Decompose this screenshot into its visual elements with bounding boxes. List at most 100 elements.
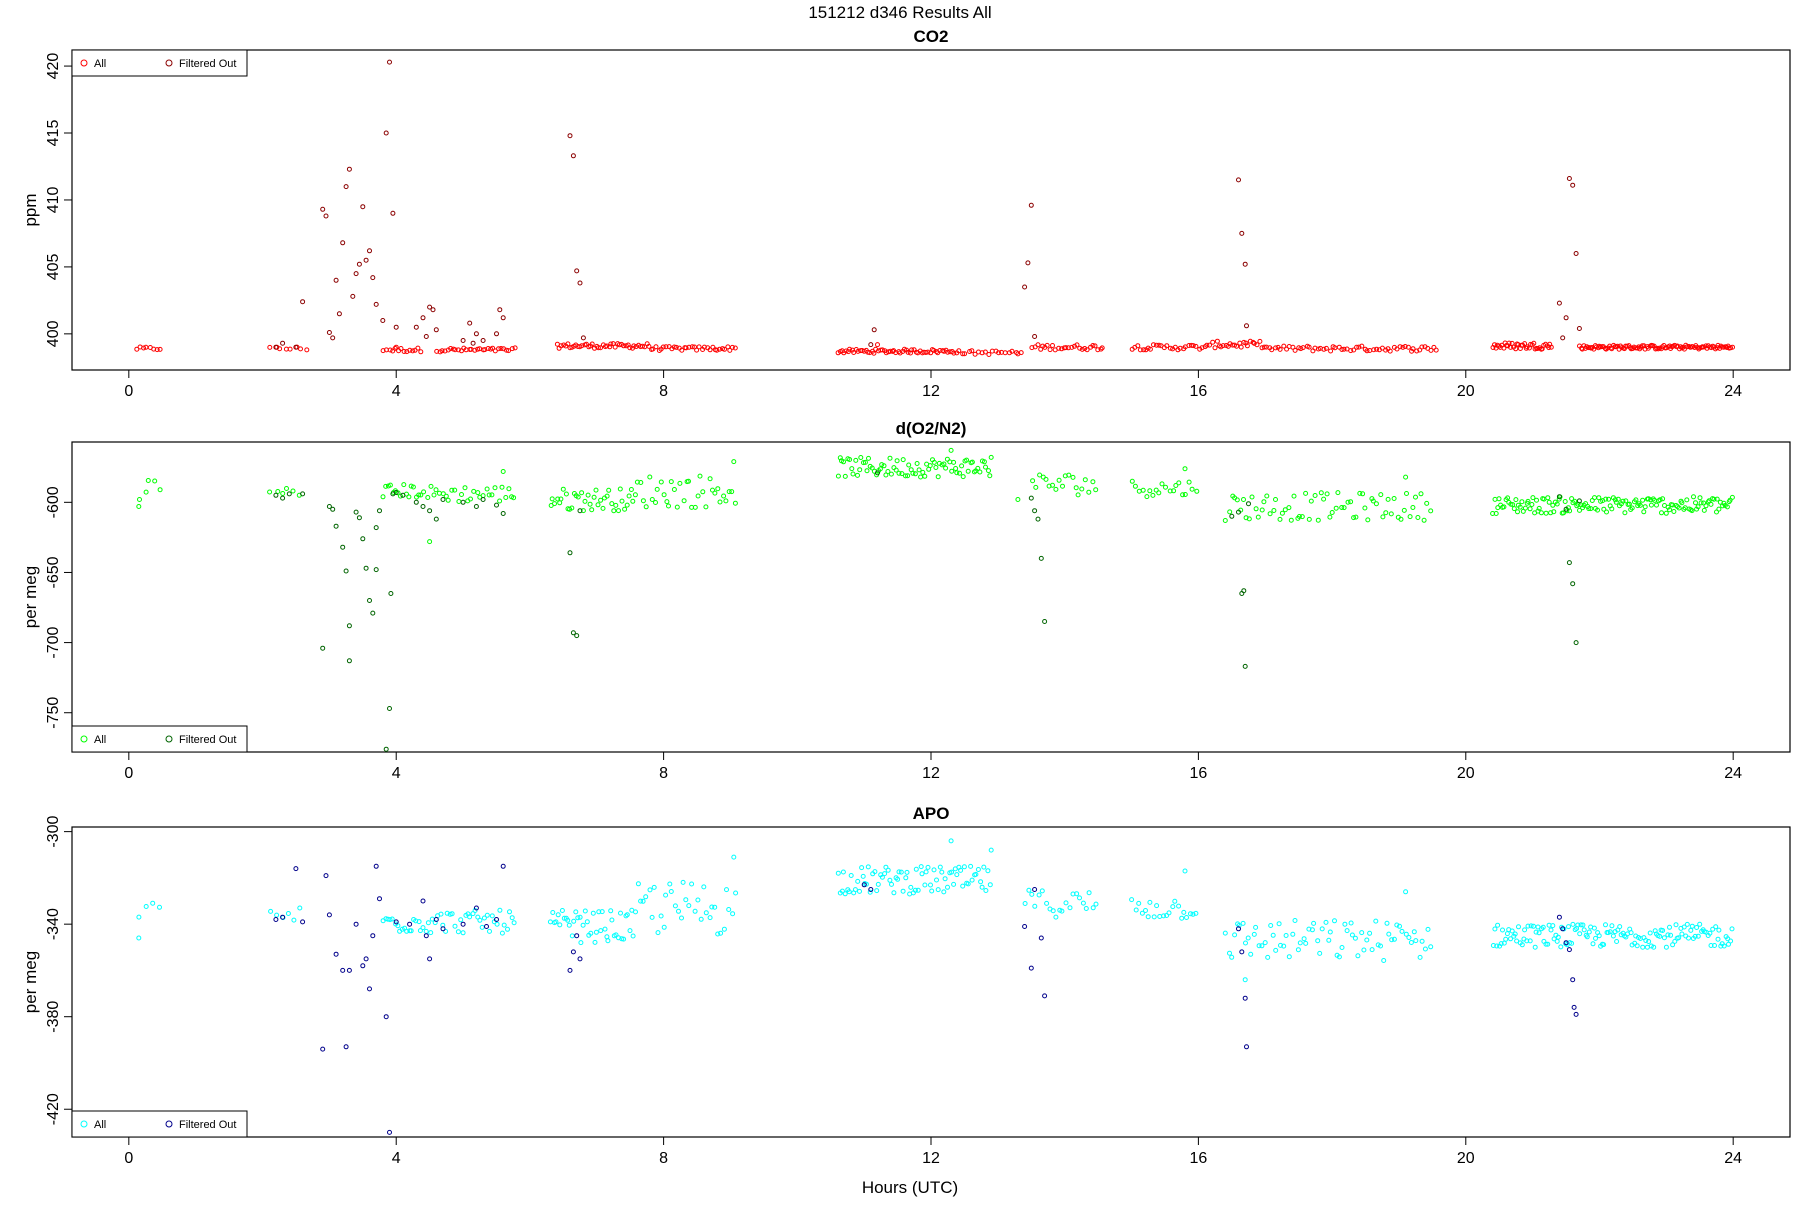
data-point <box>1694 925 1700 930</box>
data-point <box>1556 496 1562 502</box>
data-point <box>1056 345 1062 351</box>
data-point <box>268 908 274 914</box>
x-tick-label: 24 <box>1724 383 1742 400</box>
data-point <box>1093 487 1099 493</box>
y-axis-label: per meg <box>21 951 40 1013</box>
data-point <box>593 487 599 493</box>
data-point <box>1356 344 1362 350</box>
data-point <box>1572 498 1578 504</box>
data-point <box>360 536 366 542</box>
data-point <box>428 930 434 936</box>
data-point <box>619 498 625 504</box>
data-point <box>598 345 603 351</box>
data-point <box>1708 501 1714 507</box>
data-point <box>452 487 458 493</box>
data-point <box>320 645 326 651</box>
data-point <box>915 887 921 893</box>
legend-marker <box>165 735 173 743</box>
data-point <box>937 864 943 870</box>
data-point <box>380 348 386 354</box>
data-point <box>1676 505 1682 511</box>
data-point <box>1033 484 1039 490</box>
data-point <box>1428 508 1434 514</box>
data-point <box>1240 920 1246 926</box>
data-point <box>1550 502 1556 508</box>
data-point <box>157 904 162 910</box>
data-point <box>1144 494 1150 500</box>
data-point <box>1373 501 1379 507</box>
data-point <box>960 883 966 889</box>
data-point <box>893 467 899 473</box>
data-point <box>885 469 891 474</box>
data-point <box>595 345 601 351</box>
data-point <box>1133 907 1139 913</box>
data-point <box>1059 346 1065 352</box>
data-point <box>1267 511 1273 517</box>
data-point <box>649 497 655 502</box>
data-point <box>677 480 683 486</box>
data-point <box>1245 935 1251 941</box>
data-point <box>733 890 739 896</box>
data-point <box>1243 940 1248 946</box>
data-point <box>145 478 151 483</box>
data-point <box>726 489 732 495</box>
data-point <box>1099 345 1105 351</box>
data-point <box>1647 930 1653 936</box>
data-point <box>470 340 476 346</box>
data-point <box>717 346 723 352</box>
data-point <box>1241 497 1246 502</box>
data-point <box>346 658 352 664</box>
data-point <box>353 509 359 515</box>
data-point <box>1424 500 1430 506</box>
data-point <box>1595 507 1600 513</box>
data-point <box>1025 260 1031 266</box>
panel-1: CO2 ppm 0 4 8 12 16 20 24 400 405 410 415 420 All Filte… <box>21 27 1791 400</box>
data-point <box>1545 495 1551 501</box>
data-point <box>1515 509 1520 515</box>
data-point <box>1522 505 1528 511</box>
data-point <box>1179 915 1185 921</box>
data-point <box>848 873 854 878</box>
data-point <box>425 920 431 926</box>
data-point <box>1086 890 1092 896</box>
data-point <box>487 928 492 934</box>
panel-title: CO2 <box>914 27 949 46</box>
data-point <box>919 871 925 877</box>
data-point <box>1501 345 1507 351</box>
data-point <box>1640 497 1646 503</box>
data-point <box>1525 923 1531 929</box>
data-point <box>1383 510 1389 516</box>
data-point <box>383 483 389 489</box>
y-tick-label: -700 <box>45 626 62 658</box>
data-point <box>1668 932 1674 938</box>
data-point <box>860 873 866 879</box>
data-point <box>1009 348 1015 354</box>
data-point <box>558 496 564 502</box>
data-point <box>1663 510 1669 516</box>
data-point <box>1693 500 1698 506</box>
data-point <box>590 910 596 916</box>
data-point <box>695 897 701 903</box>
data-point <box>578 940 584 946</box>
data-point <box>1411 929 1417 935</box>
data-point <box>367 248 372 254</box>
data-point <box>1189 486 1195 492</box>
data-point <box>1643 938 1649 943</box>
data-point <box>1249 494 1255 500</box>
data-point <box>951 459 957 465</box>
data-point <box>628 487 634 492</box>
data-point <box>300 491 306 497</box>
data-point <box>988 847 994 853</box>
data-point <box>500 315 506 321</box>
data-point <box>1353 514 1359 520</box>
data-point <box>589 507 595 513</box>
data-point <box>1248 951 1254 957</box>
data-point <box>1349 932 1355 938</box>
data-point <box>1381 958 1387 963</box>
data-point <box>1222 518 1228 523</box>
data-point <box>1273 947 1279 953</box>
legend-box <box>71 1110 248 1138</box>
series-all <box>136 838 1735 983</box>
data-point <box>356 261 362 267</box>
